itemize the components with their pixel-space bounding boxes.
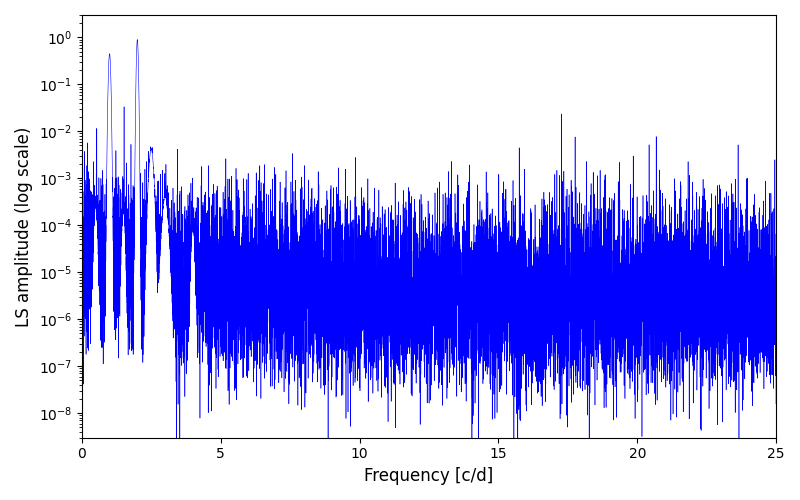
- Y-axis label: LS amplitude (log scale): LS amplitude (log scale): [15, 126, 33, 326]
- X-axis label: Frequency [c/d]: Frequency [c/d]: [364, 467, 494, 485]
